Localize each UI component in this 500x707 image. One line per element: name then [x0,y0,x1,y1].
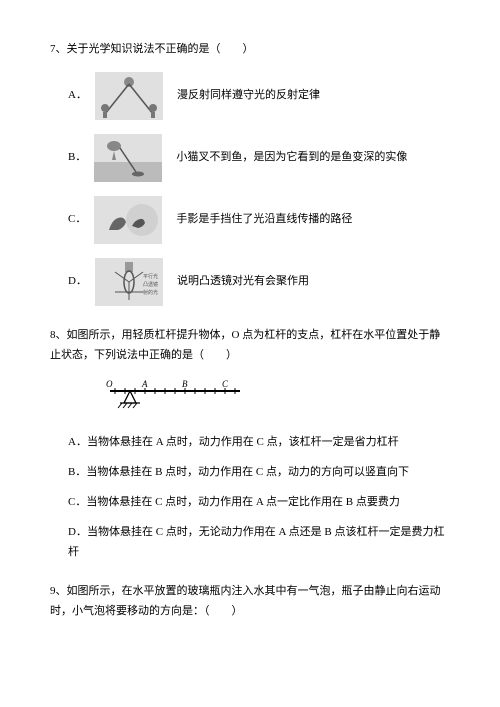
point-c: C [222,379,229,389]
question-7: 7、关于光学知识说法不正确的是（ ） A． 漫反射同样遵守光的反射定律 B． [50,40,450,306]
q7-option-d[interactable]: D． 平行光 凸透镜 射的光 说明凸透镜对光有会聚作用 [68,258,450,306]
question-8: 8、如图所示，用轻质杠杆提升物体，O 点为杠杆的支点，杠杆在水平位置处于静止状态… [50,326,450,563]
q7-stem: 7、关于光学知识说法不正确的是（ ） [50,40,450,60]
point-a: A [141,379,148,389]
q7-option-a[interactable]: A． 漫反射同样遵守光的反射定律 [68,72,450,120]
q8-option-a[interactable]: A．当物体悬挂在 A 点时，动力作用在 C 点，该杠杆一定是省力杠杆 [68,433,450,453]
option-text: 漫反射同样遵守光的反射定律 [177,86,450,106]
point-o: O [106,379,113,389]
svg-text:平行光: 平行光 [143,273,158,280]
q8-stem: 8、如图所示，用轻质杠杆提升物体，O 点为杠杆的支点，杠杆在水平位置处于静止状态… [50,326,450,366]
option-text: 小猫叉不到鱼，是因为它看到的是鱼变深的实像 [176,148,450,168]
q7-option-c[interactable]: C． 手影是手挡住了光沿直线传播的路径 [68,196,450,244]
option-label: B． [68,148,86,168]
q8-lever-diagram: O A B C [100,379,250,419]
q8-option-b[interactable]: B．当物体悬挂在 B 点时，动力作用在 C 点，动力的方向可以竖直向下 [68,463,450,483]
option-label: C． [68,210,86,230]
q7-img-d: 平行光 凸透镜 射的光 [95,258,163,306]
option-text: 手影是手挡住了光沿直线传播的路径 [176,210,450,230]
option-label: D． [68,272,87,292]
svg-text:凸透镜: 凸透镜 [143,281,158,288]
option-label: A． [68,86,87,106]
q8-option-d[interactable]: D．当物体悬挂在 C 点时，无论动力作用在 A 点还是 B 点该杠杆一定是费力杠… [68,523,450,563]
q7-img-b [94,134,162,182]
q7-img-c [94,196,162,244]
q7-option-b[interactable]: B． 小猫叉不到鱼，是因为它看到的是鱼变深的实像 [68,134,450,182]
q9-stem: 9、如图所示，在水平放置的玻璃瓶内注入水其中有一气泡，瓶子由静止向右运动时，小气… [50,582,450,622]
q7-img-a [95,72,163,120]
svg-text:射的光: 射的光 [143,289,158,296]
q8-option-c[interactable]: C．当物体悬挂在 C 点时，动力作用在 A 点一定比作用在 B 点要费力 [68,493,450,513]
point-b: B [182,379,188,389]
option-text: 说明凸透镜对光有会聚作用 [177,272,450,292]
question-9: 9、如图所示，在水平放置的玻璃瓶内注入水其中有一气泡，瓶子由静止向右运动时，小气… [50,582,450,622]
